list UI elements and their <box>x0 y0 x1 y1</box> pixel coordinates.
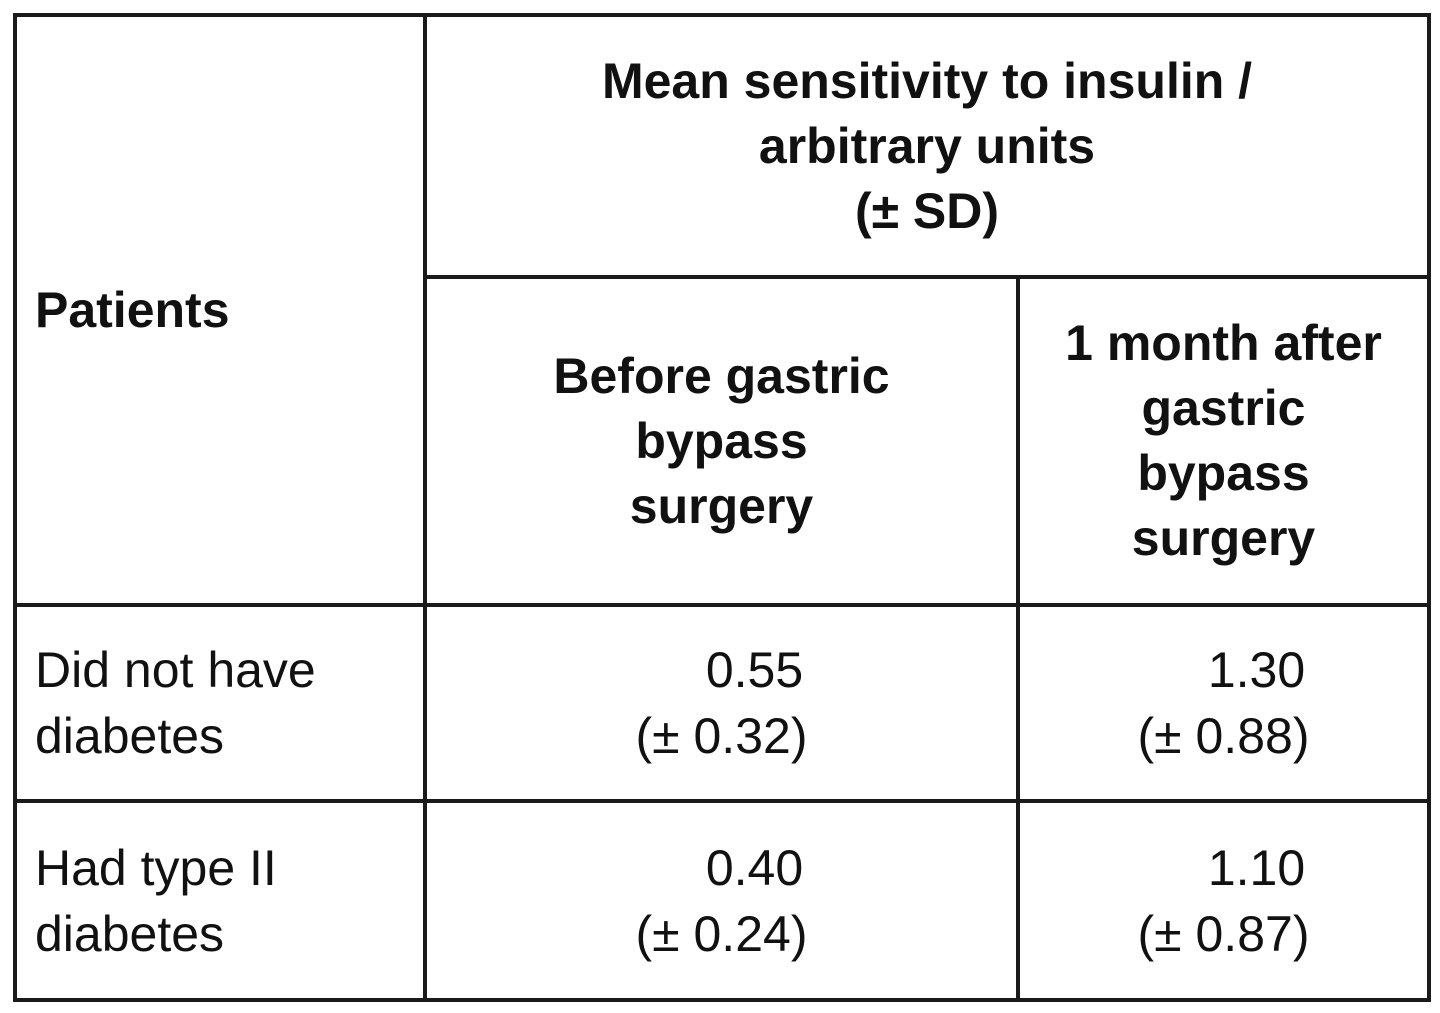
row-label-line-2: diabetes <box>35 708 225 764</box>
after-surgery-header-line-2: gastric <box>1141 380 1306 436</box>
patients-header: Patients <box>35 281 230 338</box>
sd-value: (± 0.87) <box>1137 905 1310 962</box>
sd-value: (± 0.24) <box>635 905 808 962</box>
row-label-type-ii-diabetes: Had type II diabetes <box>13 799 427 1002</box>
header-row-group: Patients Mean sensitivity to insulin / a… <box>13 13 1431 607</box>
table-row: Did not have diabetes 0.55 (± 0.32) 1.30… <box>13 603 1431 803</box>
mean-value: 0.55 <box>705 642 804 698</box>
mean-sensitivity-header-line-3: (± SD) <box>854 182 1000 239</box>
row-label-line-1: Had type II <box>35 839 277 896</box>
mean-sensitivity-header-line-1: Mean sensitivity to insulin / <box>601 52 1253 109</box>
value-cell-type-ii-before: 0.40 (± 0.24) <box>423 799 1020 1002</box>
mean-sensitivity-header-cell: Mean sensitivity to insulin / arbitrary … <box>423 13 1431 279</box>
value-cell-no-diabetes-after: 1.30 (± 0.88) <box>1016 603 1431 803</box>
header-row-subcolumns: Before gastric bypass surgery 1 month af… <box>15 275 1431 607</box>
mean-value: 1.10 <box>1207 839 1306 896</box>
row-label-line-1: Did not have <box>35 642 316 698</box>
before-surgery-header-line-2: bypass <box>635 412 808 469</box>
patients-header-cell: Patients <box>13 13 427 607</box>
after-surgery-header-cell: 1 month after gastric bypass surgery <box>1016 275 1431 607</box>
after-surgery-header-line-4: surgery <box>1131 510 1316 566</box>
value-cell-no-diabetes-before: 0.55 (± 0.32) <box>423 603 1020 803</box>
mean-value: 0.40 <box>705 839 804 896</box>
before-surgery-header-line-1: Before gastric <box>553 347 890 404</box>
mean-value: 1.30 <box>1207 642 1306 698</box>
before-surgery-header-line-3: surgery <box>629 477 814 534</box>
sd-value: (± 0.32) <box>635 708 808 764</box>
table-row: Had type II diabetes 0.40 (± 0.24) 1.10 … <box>13 799 1431 1002</box>
sd-value: (± 0.88) <box>1137 708 1310 764</box>
row-label-line-2: diabetes <box>35 905 225 962</box>
value-cell-type-ii-after: 1.10 (± 0.87) <box>1016 799 1431 1002</box>
after-surgery-header-line-3: bypass <box>1137 445 1310 501</box>
before-surgery-header-cell: Before gastric bypass surgery <box>423 275 1020 607</box>
insulin-sensitivity-table: Patients Mean sensitivity to insulin / a… <box>13 13 1431 1002</box>
after-surgery-header-line-1: 1 month after <box>1065 315 1382 371</box>
row-label-no-diabetes: Did not have diabetes <box>13 603 427 803</box>
mean-sensitivity-header-line-2: arbitrary units <box>758 117 1096 174</box>
